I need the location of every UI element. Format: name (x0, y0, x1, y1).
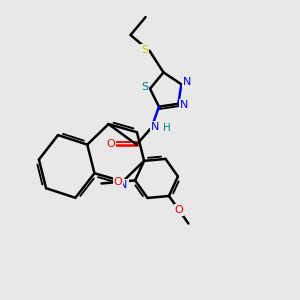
Text: S: S (141, 82, 148, 92)
Text: N: N (182, 77, 191, 87)
Text: O: O (113, 177, 122, 187)
Text: N: N (119, 180, 128, 190)
Text: H: H (163, 123, 171, 133)
Text: O: O (106, 139, 115, 149)
Text: O: O (175, 205, 183, 215)
Text: S: S (141, 45, 148, 55)
Text: N: N (180, 100, 188, 110)
Text: N: N (151, 122, 159, 132)
